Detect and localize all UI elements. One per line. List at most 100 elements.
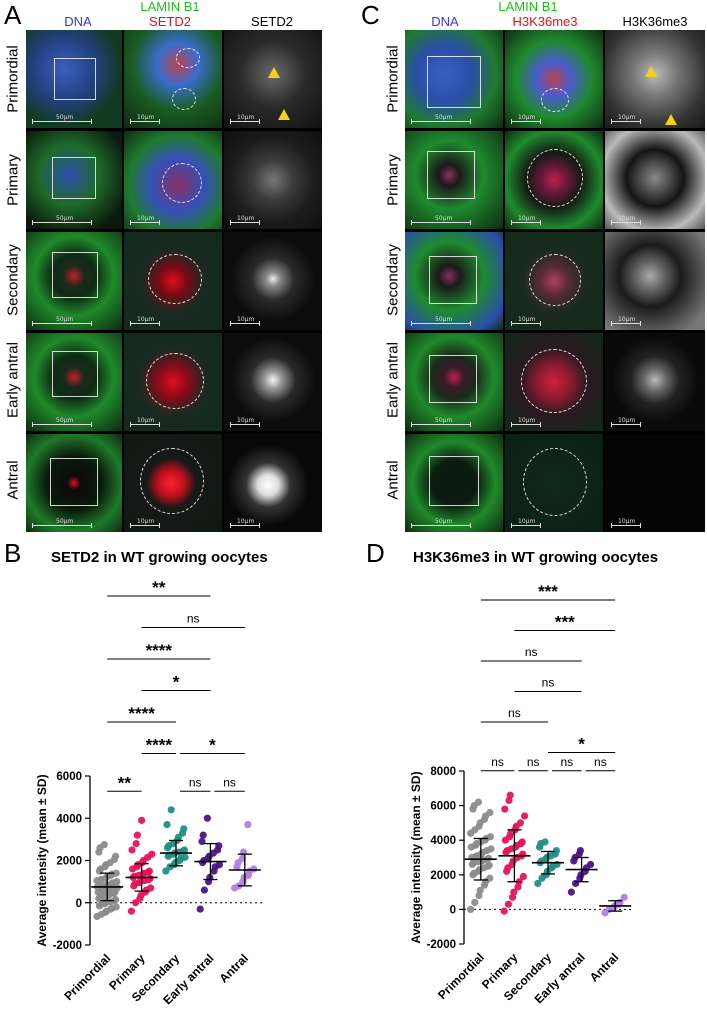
row-label-a-primary: Primary — [4, 154, 22, 206]
data-point — [112, 903, 120, 911]
data-point — [244, 820, 252, 829]
x-tick-label: Primordial — [435, 950, 487, 1002]
significance-label: ** — [152, 578, 166, 597]
significance-label: *** — [538, 582, 558, 601]
data-point — [181, 853, 189, 861]
header-lamin-c: LAMIN B1 — [498, 0, 558, 14]
panel-letter-b: B — [4, 538, 22, 568]
panel-letter-c: C — [361, 0, 380, 30]
row-label-a-early-antral: Early antral — [4, 342, 22, 418]
significance-label: ns — [223, 775, 236, 789]
data-point — [100, 841, 108, 849]
data-point — [146, 874, 154, 883]
data-point — [576, 846, 584, 855]
data-point — [163, 820, 171, 829]
chart-title-d: H3K36me3 in WT growing oocytes — [413, 549, 659, 566]
tile-c-primary-gray: 10µm — [605, 131, 705, 229]
significance-label: * — [209, 736, 216, 755]
tile-c-secondary-marker: 10µm — [505, 232, 603, 330]
panel-letter-d: D — [366, 538, 385, 568]
tile-c-secondary-gray: 10µm — [605, 232, 705, 330]
y-tick-label: 4000 — [430, 835, 456, 847]
data-point — [519, 872, 527, 881]
data-point — [620, 893, 628, 901]
significance-label: *** — [555, 613, 575, 632]
tile-c-antral-gray: 10µm — [605, 434, 705, 532]
y-tick-label: 6000 — [430, 801, 456, 813]
micrograph-grid-a: 50µm 10µm 10µm 50µm 10µm 10µm 50µm 10µm … — [26, 30, 322, 532]
data-point — [504, 900, 512, 908]
y-tick-label: 2000 — [430, 870, 456, 882]
x-tick-label: Antral — [587, 950, 621, 984]
y-tick-label: 0 — [450, 904, 456, 916]
row-label-c-early-antral: Early antral — [384, 342, 402, 418]
y-tick-label: -2000 — [53, 940, 82, 952]
y-tick-label: 0 — [76, 898, 82, 910]
chart-h3k36me3: -2000 0 2000 4000 6000 8000 Average intensity … — [409, 582, 632, 1006]
tile-a-primordial-merge: 50µm — [26, 30, 122, 128]
data-point — [552, 846, 560, 855]
data-point — [250, 865, 258, 873]
data-point — [516, 819, 524, 827]
header-marker-a: SETD2 — [149, 14, 191, 29]
significance-label: ns — [525, 645, 538, 659]
y-axis-label: Average intensity (mean ± SD) — [409, 771, 423, 943]
row-label-c-primary: Primary — [384, 154, 402, 206]
significance-label: ns — [594, 755, 607, 769]
x-tick-label: Primordial — [61, 951, 113, 1003]
significance-label: ns — [527, 755, 540, 769]
data-point — [474, 798, 482, 806]
row-label-c-secondary: Secondary — [384, 244, 402, 316]
significance-label: ns — [189, 775, 202, 789]
tile-a-secondary-merge: 50µm — [26, 232, 122, 330]
data-point — [128, 846, 136, 854]
tile-c-primordial-marker: 10µm — [505, 30, 603, 128]
tile-a-primordial-gray: 10µm — [224, 30, 322, 128]
tile-a-secondary-marker: 10µm — [124, 232, 222, 330]
data-point — [501, 805, 509, 813]
data-point — [487, 845, 495, 853]
data-point — [145, 867, 153, 875]
data-point — [587, 860, 595, 869]
data-point — [506, 791, 514, 799]
tile-c-primordial-gray: 10µm — [605, 30, 705, 128]
significance-label: ns — [508, 706, 521, 720]
significance-label: ** — [118, 773, 132, 792]
significance-label: **** — [146, 641, 173, 660]
data-point — [148, 850, 156, 858]
row-label-c-antral: Antral — [384, 460, 402, 500]
significance-label: ns — [491, 755, 504, 769]
data-point — [471, 898, 479, 907]
arrowhead-icon — [665, 114, 677, 125]
tile-a-antral-merge: 50µm — [26, 434, 122, 532]
data-point — [132, 840, 140, 848]
data-point — [112, 852, 120, 860]
data-point — [127, 907, 135, 915]
data-point — [476, 886, 484, 894]
tile-a-early-antral-merge: 50µm — [26, 333, 122, 431]
tile-a-antral-marker: 10µm — [124, 434, 222, 532]
data-point — [180, 825, 188, 833]
micrograph-grid-c: 50µm 10µm 10µm 50µm 10µm 10µm 50µm 10µm … — [405, 30, 705, 532]
data-point — [112, 895, 120, 904]
row-label-a-primordial: Primordial — [4, 45, 22, 113]
data-point — [199, 831, 207, 839]
row-label-a-secondary: Secondary — [4, 244, 22, 316]
tile-c-primary-marker: 10µm — [505, 131, 603, 229]
y-tick-label: 2000 — [56, 856, 82, 868]
data-point — [203, 814, 211, 822]
row-label-a-antral: Antral — [4, 460, 22, 500]
significance-label: * — [173, 673, 180, 692]
tile-c-early-antral-merge: 50µm — [405, 333, 503, 431]
tile-c-antral-merge: 50µm — [405, 434, 503, 532]
header-marker-gray-c: H3K36me3 — [622, 14, 688, 29]
significance-label: ns — [542, 676, 555, 690]
data-point — [534, 879, 542, 888]
data-point — [167, 806, 175, 814]
data-point — [521, 812, 529, 820]
y-tick-label: 8000 — [430, 766, 456, 778]
arrowhead-icon — [268, 67, 280, 78]
data-point — [567, 888, 575, 896]
tile-a-antral-gray: 10µm — [224, 434, 322, 532]
data-point — [486, 874, 494, 882]
